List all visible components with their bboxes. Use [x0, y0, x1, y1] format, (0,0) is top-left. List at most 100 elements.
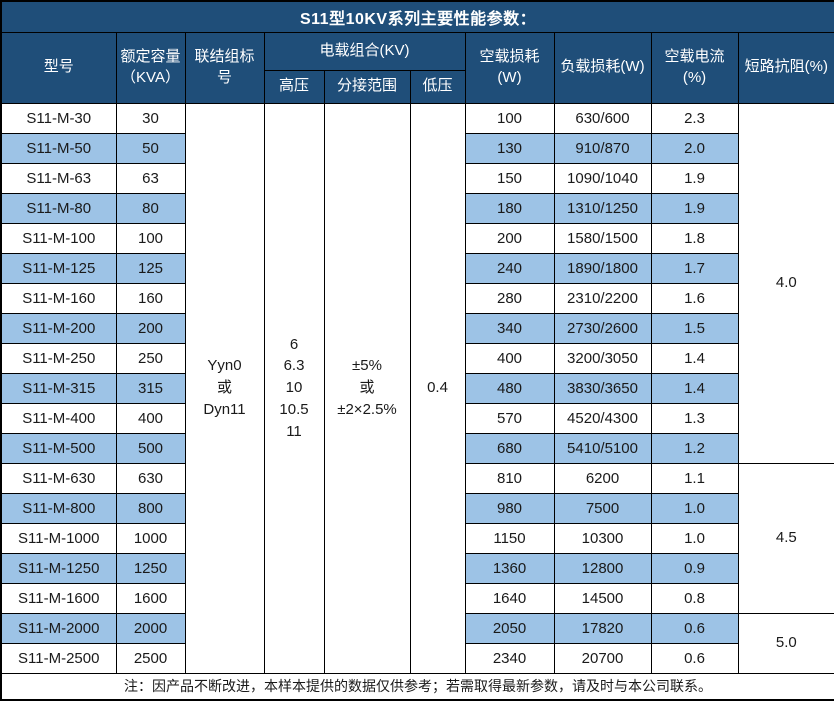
impedance-cell: 4.5: [737, 462, 834, 614]
table-row: S11-M-125 125 240 1890/1800 1.7: [0, 252, 834, 284]
load-loss-cell: 2730/2600: [553, 312, 652, 344]
table-row: S11-M-400 400 570 4520/4300 1.3: [0, 402, 834, 434]
no-load-current-cell: 1.8: [650, 222, 739, 254]
no-load-loss-cell: 130: [464, 132, 555, 164]
model-cell: S11-M-1600: [0, 582, 117, 614]
load-loss-cell: 4520/4300: [553, 402, 652, 434]
load-loss-cell: 3830/3650: [553, 372, 652, 404]
load-loss-cell: 12800: [553, 552, 652, 584]
no-load-current-cell: 1.2: [650, 432, 739, 464]
load-loss-cell: 1890/1800: [553, 252, 652, 284]
table-row: S11-M-1250 1250 1360 12800 0.9: [0, 552, 834, 584]
load-loss-cell: 3200/3050: [553, 342, 652, 374]
no-load-loss-cell: 100: [464, 102, 555, 134]
table-row: S11-M-63 63 150 1090/1040 1.9: [0, 162, 834, 194]
impedance-cell: 4.0: [737, 102, 834, 464]
capacity-cell: 125: [115, 252, 186, 284]
no-load-loss-cell: 340: [464, 312, 555, 344]
capacity-cell: 1600: [115, 582, 186, 614]
no-load-loss-cell: 280: [464, 282, 555, 314]
table-row: S11-M-500 500 680 5410/5100 1.2: [0, 432, 834, 464]
header-model: 型号: [0, 31, 117, 104]
table-row: S11-M-100 100 200 1580/1500 1.8: [0, 222, 834, 254]
no-load-current-cell: 1.7: [650, 252, 739, 284]
no-load-loss-cell: 180: [464, 192, 555, 224]
footer-note: 注：因产品不断改进，本样本提供的数据仅供参考；若需取得最新参数，请及时与本公司联…: [0, 672, 834, 701]
table-row: S11-M-1600 1600 1640 14500 0.8: [0, 582, 834, 614]
model-cell: S11-M-400: [0, 402, 117, 434]
header-high-voltage: 高压: [263, 69, 325, 104]
no-load-loss-cell: 2050: [464, 612, 555, 644]
no-load-loss-cell: 1360: [464, 552, 555, 584]
header-tap-range: 分接范围: [323, 69, 411, 104]
capacity-cell: 50: [115, 132, 186, 164]
no-load-loss-cell: 200: [464, 222, 555, 254]
title-row: S11型10KV系列主要性能参数：: [0, 0, 834, 33]
header-load-combination: 电载组合(KV): [263, 31, 466, 71]
no-load-loss-cell: 150: [464, 162, 555, 194]
capacity-cell: 400: [115, 402, 186, 434]
model-cell: S11-M-80: [0, 192, 117, 224]
no-load-current-cell: 1.4: [650, 342, 739, 374]
table-body: S11-M-30 30 Yyn0 或 Dyn11 6 6.3 10 10.5 11 ±5…: [0, 102, 834, 674]
tap-range-cell: ±5% 或 ±2×2.5%: [323, 102, 411, 674]
load-loss-cell: 17820: [553, 612, 652, 644]
header-impedance: 短路抗阻(%): [737, 31, 834, 104]
no-load-current-cell: 1.0: [650, 522, 739, 554]
no-load-current-cell: 1.4: [650, 372, 739, 404]
load-loss-cell: 10300: [553, 522, 652, 554]
model-cell: S11-M-500: [0, 432, 117, 464]
table-row: S11-M-800 800 980 7500 1.0: [0, 492, 834, 524]
no-load-loss-cell: 2340: [464, 642, 555, 674]
no-load-current-cell: 2.3: [650, 102, 739, 134]
table-row: S11-M-200 200 340 2730/2600 1.5: [0, 312, 834, 344]
no-load-current-cell: 1.6: [650, 282, 739, 314]
no-load-loss-cell: 1150: [464, 522, 555, 554]
model-cell: S11-M-630: [0, 462, 117, 494]
no-load-loss-cell: 810: [464, 462, 555, 494]
load-loss-cell: 1090/1040: [553, 162, 652, 194]
load-loss-cell: 7500: [553, 492, 652, 524]
no-load-loss-cell: 1640: [464, 582, 555, 614]
table-title: S11型10KV系列主要性能参数：: [0, 0, 834, 33]
no-load-current-cell: 1.9: [650, 162, 739, 194]
capacity-cell: 315: [115, 372, 186, 404]
load-loss-cell: 6200: [553, 462, 652, 494]
no-load-current-cell: 0.8: [650, 582, 739, 614]
load-loss-cell: 1580/1500: [553, 222, 652, 254]
no-load-current-cell: 2.0: [650, 132, 739, 164]
no-load-loss-cell: 400: [464, 342, 555, 374]
capacity-cell: 1250: [115, 552, 186, 584]
capacity-cell: 2500: [115, 642, 186, 674]
no-load-loss-cell: 480: [464, 372, 555, 404]
header-no-load-loss: 空载损耗(W): [464, 31, 555, 104]
table-row: S11-M-30 30 Yyn0 或 Dyn11 6 6.3 10 10.5 11 ±5…: [0, 102, 834, 674]
header-load-loss: 负载损耗(W): [553, 31, 652, 104]
no-load-current-cell: 1.3: [650, 402, 739, 434]
no-load-current-cell: 1.1: [650, 462, 739, 494]
table-row: S11-M-630 630 810 6200 1.1 4.5: [0, 462, 834, 614]
no-load-current-cell: 1.0: [650, 492, 739, 524]
model-cell: S11-M-315: [0, 372, 117, 404]
model-cell: S11-M-200: [0, 312, 117, 344]
header-capacity: 额定容量 （KVA）: [115, 31, 186, 104]
model-cell: S11-M-1000: [0, 522, 117, 554]
capacity-cell: 630: [115, 462, 186, 494]
capacity-cell: 2000: [115, 612, 186, 644]
table-row: S11-M-160 160 280 2310/2200 1.6: [0, 282, 834, 314]
load-loss-cell: 910/870: [553, 132, 652, 164]
model-cell: S11-M-50: [0, 132, 117, 164]
model-cell: S11-M-800: [0, 492, 117, 524]
capacity-cell: 500: [115, 432, 186, 464]
no-load-loss-cell: 240: [464, 252, 555, 284]
no-load-current-cell: 0.6: [650, 642, 739, 674]
table-row: S11-M-2500 2500 2340 20700 0.6: [0, 642, 834, 674]
model-cell: S11-M-2500: [0, 642, 117, 674]
header-low-voltage: 低压: [409, 69, 466, 104]
table-row: S11-M-315 315 480 3830/3650 1.4: [0, 372, 834, 404]
high-voltage-cell: 6 6.3 10 10.5 11: [263, 102, 325, 674]
capacity-cell: 800: [115, 492, 186, 524]
model-cell: S11-M-2000: [0, 612, 117, 644]
model-cell: S11-M-250: [0, 342, 117, 374]
